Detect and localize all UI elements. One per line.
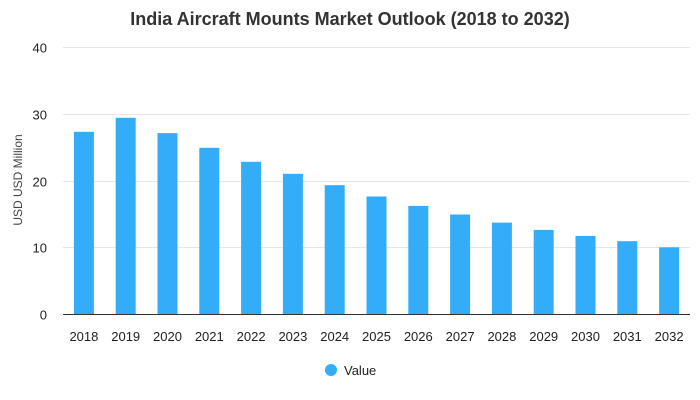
x-tick-label-2024: 2024 [320, 329, 349, 344]
x-tick-label-2019: 2019 [111, 329, 140, 344]
bar-2021 [199, 147, 220, 314]
y-tick-label: 40 [33, 41, 47, 56]
bar-2025 [366, 196, 387, 314]
x-axis-ticks: 2018 2019 2020 2021 2022 2023 2024 2025 2026 2027… [69, 329, 683, 344]
x-tick-label-2022: 2022 [237, 329, 266, 344]
y-axis-ticks: 0 10 20 30 40 [33, 41, 47, 323]
bar-2024 [324, 185, 345, 314]
x-tick-label-2020: 2020 [153, 329, 182, 344]
y-tick-label: 20 [33, 175, 47, 190]
bar-2027 [450, 214, 471, 314]
legend: Value [325, 363, 376, 378]
x-tick-label-2030: 2030 [571, 329, 600, 344]
bar-2026 [408, 205, 429, 314]
x-tick-label-2031: 2031 [613, 329, 642, 344]
x-tick-label-2018: 2018 [69, 329, 98, 344]
x-tick-label-2028: 2028 [487, 329, 516, 344]
bar-2032 [659, 247, 680, 315]
bar-2023 [282, 173, 303, 314]
x-tick-label-2025: 2025 [362, 329, 391, 344]
bar-2030 [575, 235, 596, 314]
x-tick-label-2021: 2021 [195, 329, 224, 344]
x-tick-label-2032: 2032 [655, 329, 684, 344]
y-tick-label: 0 [40, 308, 47, 323]
y-tick-label: 10 [33, 241, 47, 256]
bar-2020 [157, 133, 178, 314]
x-tick-label-2023: 2023 [278, 329, 307, 344]
x-tick-label-2029: 2029 [529, 329, 558, 344]
bars [73, 117, 680, 315]
bar-2028 [491, 222, 512, 314]
legend-swatch-value [325, 364, 337, 376]
bar-2031 [617, 241, 638, 314]
x-tick-label-2026: 2026 [404, 329, 433, 344]
x-tick-label-2027: 2027 [446, 329, 475, 344]
legend-label-value: Value [344, 363, 376, 378]
bar-2018 [73, 131, 94, 314]
bar-2029 [533, 229, 554, 314]
y-axis-title: USD USD Million [11, 134, 25, 225]
chart-title: India Aircraft Mounts Market Outlook (20… [130, 9, 569, 29]
bar-2019 [115, 117, 136, 314]
bar-2022 [241, 161, 262, 314]
y-tick-label: 30 [33, 108, 47, 123]
